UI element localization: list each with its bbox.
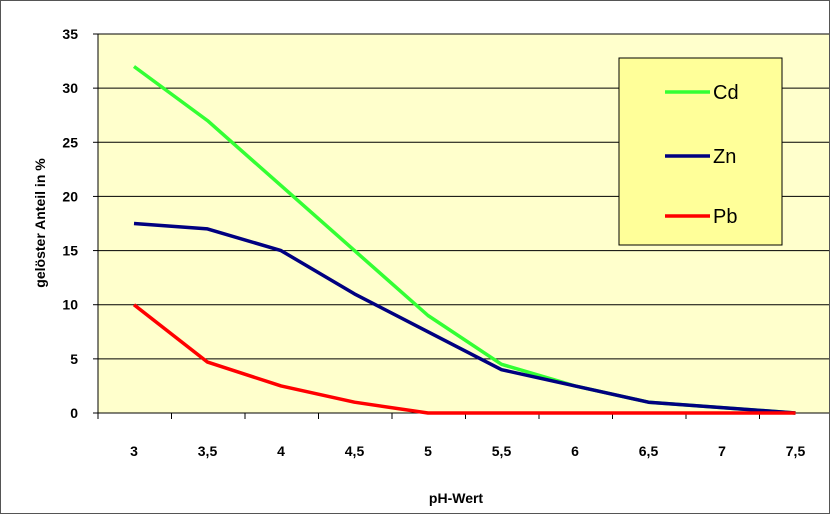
x-tick-label: 7 — [718, 443, 726, 459]
x-tick-label: 3 — [130, 443, 138, 459]
legend-box — [618, 57, 783, 246]
x-tick-label: 4,5 — [345, 443, 365, 459]
x-tick-label: 5,5 — [492, 443, 512, 459]
x-tick-label: 7,5 — [786, 443, 806, 459]
legend-label-cd: Cd — [713, 82, 739, 104]
x-tick-label: 6 — [571, 443, 579, 459]
y-tick-label: 30 — [62, 80, 78, 96]
y-tick-label: 20 — [62, 188, 78, 204]
series-line-pb — [132, 303, 796, 415]
y-tick-label: 5 — [70, 351, 78, 367]
legend-label-pb: Pb — [713, 206, 737, 228]
x-tick-label: 5 — [424, 443, 432, 459]
x-axis-title: pH-Wert — [429, 490, 484, 506]
x-tick-label: 3,5 — [198, 443, 218, 459]
legend-label-zn: Zn — [713, 146, 736, 168]
legend-entries: Cd Zn Pb — [665, 82, 739, 228]
series-line-zn — [133, 221, 796, 415]
x-axis-ticks: 3 3,5 4 4,5 5 5,5 6 6,5 7 7,5 — [97, 413, 806, 459]
y-axis-title: gelöster Anteil in % — [32, 158, 48, 288]
y-tick-label: 0 — [70, 405, 78, 421]
y-tick-label: 35 — [62, 26, 78, 42]
x-tick-label: 6,5 — [639, 443, 659, 459]
legend: Cd Zn Pb — [618, 57, 783, 246]
y-tick-label: 25 — [62, 134, 78, 150]
y-tick-label: 15 — [62, 243, 78, 259]
y-tick-label: 10 — [62, 297, 78, 313]
series-lines — [132, 65, 796, 415]
x-tick-label: 4 — [277, 443, 285, 459]
y-axis-ticks: 0 5 10 15 20 25 30 35 — [62, 26, 98, 421]
